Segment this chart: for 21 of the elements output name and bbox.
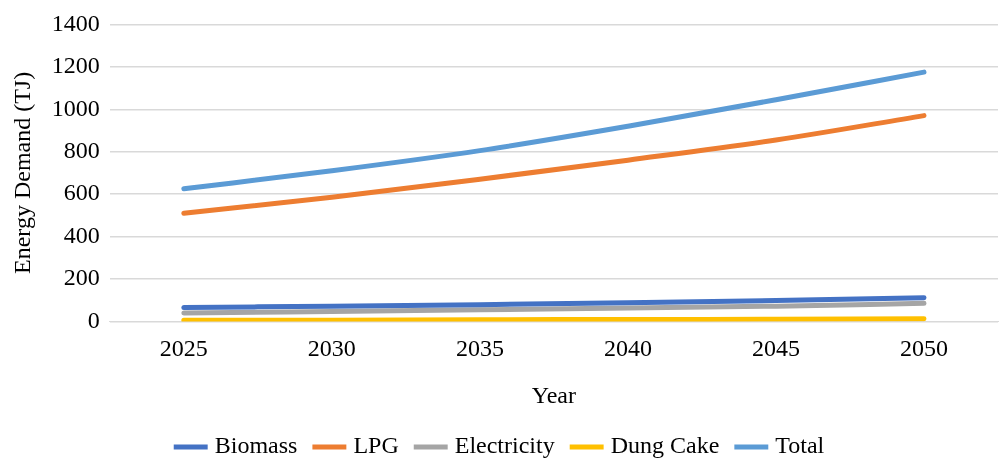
legend-label: Dung Cake (610, 432, 720, 459)
legend-label: Electricity (454, 432, 555, 459)
y-tick-label: 400 (63, 221, 100, 248)
x-tick-label: 2025 (159, 335, 208, 362)
x-tick-label: 2040 (603, 335, 652, 362)
x-tick-label: 2030 (307, 335, 356, 362)
legend-label: LPG (353, 432, 399, 459)
legend-label: Total (775, 432, 825, 459)
y-tick-label: 200 (63, 264, 100, 291)
y-tick-label: 800 (63, 136, 100, 163)
x-tick-label: 2035 (455, 335, 504, 362)
y-tick-label: 1000 (51, 94, 100, 121)
y-tick-label: 0 (87, 306, 100, 333)
y-tick-label: 1200 (51, 52, 100, 79)
x-tick-label: 2050 (899, 335, 948, 362)
y-tick-label: 600 (63, 179, 100, 206)
x-axis-title: Year (531, 381, 577, 408)
legend-label: Biomass (214, 432, 298, 459)
y-tick-label: 1400 (51, 9, 100, 36)
x-tick-label: 2045 (751, 335, 800, 362)
y-axis-title: Energy Demand (TJ) (8, 71, 35, 274)
